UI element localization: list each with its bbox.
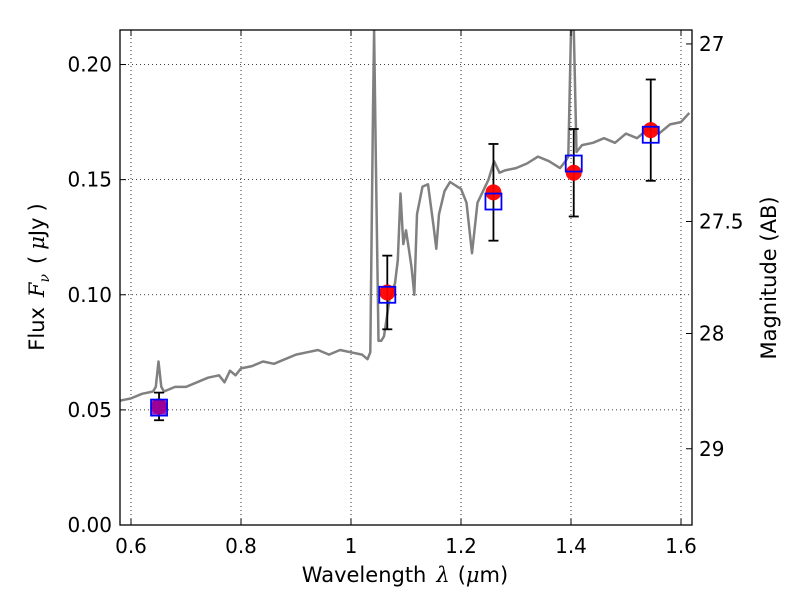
model-square xyxy=(564,154,583,173)
x-tick-label: 1 xyxy=(345,534,358,558)
x-tick-label: 1.6 xyxy=(665,534,697,558)
model-square xyxy=(641,125,660,144)
y-tick-label: 0.10 xyxy=(67,283,112,307)
x-tick-label: 1.4 xyxy=(555,534,587,558)
y2-tick-label: 29 xyxy=(699,437,724,461)
y-tick-label: 0.20 xyxy=(67,53,112,77)
observed-point xyxy=(485,184,502,201)
model-square xyxy=(484,192,503,211)
y2-tick-label: 28 xyxy=(699,321,724,345)
spectrum-line-group xyxy=(120,30,691,402)
y2-tick-label: 27 xyxy=(699,32,724,56)
x-tick-label: 1.2 xyxy=(445,534,477,558)
y-tick-label: 0.05 xyxy=(67,398,112,422)
x-tick-label: 0.8 xyxy=(225,534,257,558)
model-square xyxy=(150,398,168,417)
x-tick-label: 0.6 xyxy=(115,534,147,558)
y-tick-label: 0.00 xyxy=(67,513,112,537)
ticks xyxy=(120,30,692,526)
overlap-marker xyxy=(152,400,167,415)
y-axis-label: FluxFν(μJy) xyxy=(25,203,53,350)
observed-point xyxy=(565,164,582,181)
observed-point xyxy=(379,284,396,301)
observed-point xyxy=(642,122,659,139)
y-tick-label: 0.15 xyxy=(67,168,112,192)
error-bars xyxy=(154,78,656,422)
y2-tick-label: 27.5 xyxy=(699,209,744,233)
model-square xyxy=(378,285,397,304)
y2-axis-label: Magnitude (AB) xyxy=(757,196,781,359)
plot-frame xyxy=(119,29,693,526)
markers xyxy=(150,122,660,417)
tick-labels: 0.60.811.21.41.60.000.050.100.150.2025.6… xyxy=(67,32,744,558)
grid xyxy=(120,30,692,526)
x-axis-label: Wavelength λ (μm) xyxy=(302,563,508,587)
spectrum-line xyxy=(120,30,691,402)
